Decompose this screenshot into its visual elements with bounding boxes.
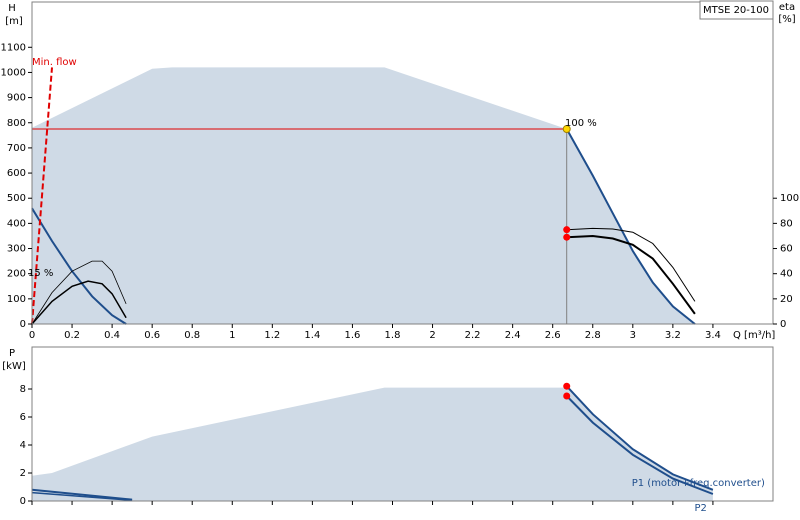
y-tick-label: 1100	[1, 42, 26, 53]
annotation: 15 %	[28, 268, 53, 279]
y2-tick-label: 80	[780, 218, 793, 229]
x-tick-label: 1.6	[344, 330, 360, 341]
curve	[565, 395, 714, 495]
curve	[31, 67, 53, 325]
y2-tick-label: 100	[780, 193, 799, 204]
x-tick-label: 0.4	[104, 330, 120, 341]
y2-axis-label: eta	[779, 2, 795, 13]
duty-point	[563, 382, 571, 390]
x-tick-label: 1.8	[385, 330, 401, 341]
y-tick-label: 0	[20, 496, 26, 507]
y-axis-label: H	[8, 3, 16, 14]
y-tick-label: 0	[20, 319, 26, 330]
x-tick-label: 2.4	[505, 330, 521, 341]
curve	[566, 234, 696, 315]
y-tick-label: 300	[7, 244, 26, 255]
y-tick-label: 600	[7, 168, 26, 179]
x-axis-label: Q [m³/h]	[733, 330, 775, 341]
x-tick-label: 1	[229, 330, 235, 341]
operating-area	[32, 67, 695, 325]
series-label: P2	[695, 503, 707, 514]
y2-tick-label: 60	[780, 244, 793, 255]
x-tick-label: 3	[630, 330, 636, 341]
y-tick-label: 800	[7, 118, 26, 129]
y-axis-unit: [kW]	[2, 361, 26, 372]
duty-point	[562, 125, 571, 134]
x-tick-label: 1.4	[304, 330, 320, 341]
y-tick-label: 700	[7, 143, 26, 154]
curve	[566, 227, 696, 302]
title-box	[699, 0, 774, 20]
x-tick-label: 0	[29, 330, 35, 341]
y-axis-label: P	[9, 348, 15, 359]
x-tick-label: 0.8	[184, 330, 200, 341]
x-tick-label: 2	[429, 330, 435, 341]
y-tick-label: 2	[20, 468, 26, 479]
y-tick-label: 900	[7, 93, 26, 104]
series-label: P1 (motor+freq.converter)	[632, 478, 765, 489]
y-tick-label: 100	[7, 294, 26, 305]
x-tick-label: 0.6	[144, 330, 160, 341]
y-tick-label: 500	[7, 193, 26, 204]
y2-tick-label: 0	[780, 319, 786, 330]
x-tick-label: 0.2	[64, 330, 80, 341]
y-tick-label: 400	[7, 218, 26, 229]
operating-area	[32, 387, 713, 501]
y-tick-label: 200	[7, 269, 26, 280]
x-tick-label: 1.2	[264, 330, 280, 341]
curve	[31, 488, 133, 501]
curve	[565, 385, 714, 491]
annotation: Min. flow	[32, 57, 77, 68]
y-axis-unit: [m]	[5, 16, 23, 27]
curve	[31, 260, 127, 325]
x-tick-label: 3.4	[705, 330, 721, 341]
y-tick-label: 8	[20, 384, 26, 395]
plot-frame	[31, 346, 774, 502]
y-tick-label: 6	[20, 412, 26, 423]
x-tick-label: 3.2	[665, 330, 681, 341]
curve	[31, 491, 133, 502]
chart-title: MTSE 20-100	[703, 5, 769, 16]
x-tick-label: 2.6	[545, 330, 561, 341]
duty-point	[563, 233, 571, 241]
annotation: 100 %	[565, 118, 597, 129]
plot-frame	[31, 1, 774, 325]
y2-tick-label: 20	[780, 294, 793, 305]
x-tick-label: 2.8	[585, 330, 601, 341]
curve	[565, 128, 696, 325]
x-tick-label: 2.2	[465, 330, 481, 341]
y2-tick-label: 40	[780, 269, 793, 280]
y2-axis-unit: [%]	[778, 14, 795, 25]
curve	[31, 280, 127, 325]
duty-point	[563, 392, 571, 400]
duty-point	[563, 226, 571, 234]
y-tick-label: 4	[20, 440, 26, 451]
y-tick-label: 1000	[1, 67, 26, 78]
